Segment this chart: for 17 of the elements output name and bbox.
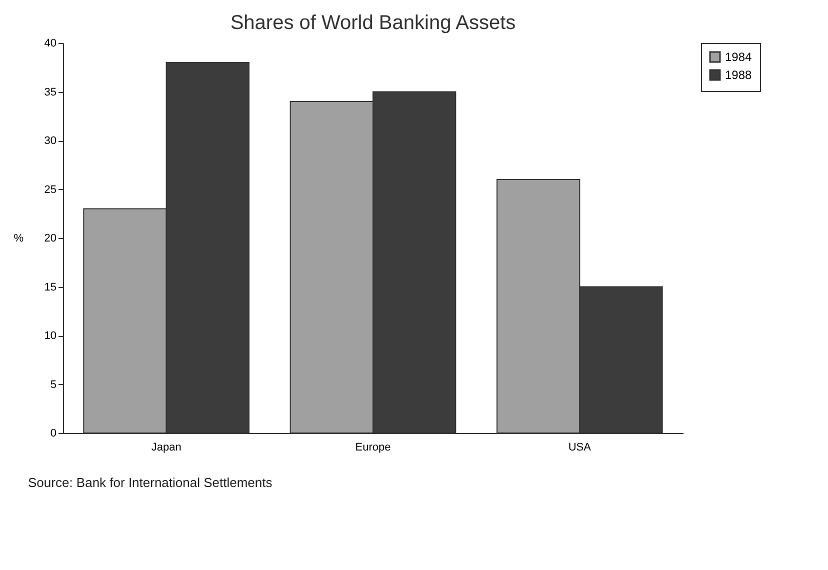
y-tick-label: 15 [44, 281, 56, 294]
source-note: Source: Bank for International Settlements [28, 475, 274, 490]
x-tick-label: Europe [355, 442, 391, 454]
y-tick-label: 30 [44, 135, 56, 147]
y-axis-title: % [14, 232, 24, 244]
y-tick-label: 20 [44, 232, 56, 244]
y-tick-label: 5 [50, 378, 56, 391]
chart-title: Shares of World Banking Assets [230, 12, 516, 34]
x-tick-label: Japan [151, 442, 182, 454]
y-tick-label: 40 [44, 38, 56, 50]
legend-label: 1988 [725, 68, 752, 82]
y-tick-label: 35 [44, 86, 56, 98]
legend-label: 1984 [725, 50, 752, 64]
y-tick-label: 0 [50, 428, 56, 440]
x-tick-label: USA [568, 442, 592, 454]
y-tick-label: 10 [44, 330, 56, 342]
y-tick-label: 25 [44, 184, 56, 196]
